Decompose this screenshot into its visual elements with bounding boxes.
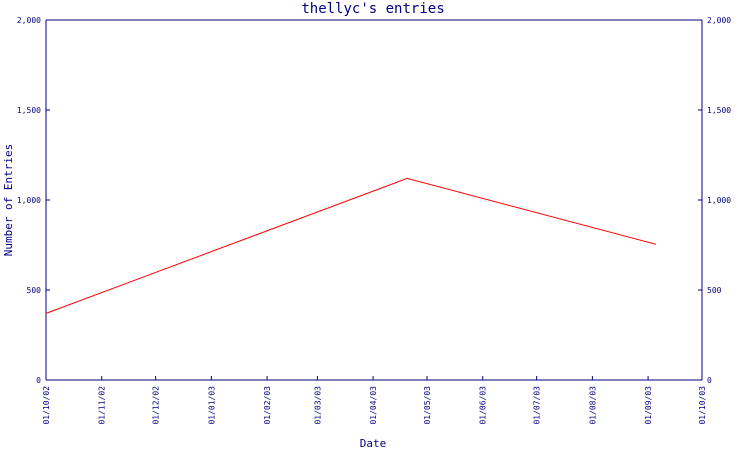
y-axis-label: Number of Entries [2,144,15,257]
x-tick-label: 01/10/02 [42,386,51,425]
x-tick-label: 01/10/03 [698,386,707,425]
y-tick-label-left: 1,000 [17,196,41,205]
x-axis-label: Date [360,437,387,450]
x-tick-label: 01/06/03 [479,386,488,425]
y-tick-label-right: 1,000 [707,196,731,205]
x-tick-label: 01/05/03 [423,386,432,425]
data-point [406,177,408,179]
x-tick-label: 01/01/03 [207,386,216,425]
plot-area: 0 0 500 500 1,000 1,000 1,500 1,500 2,000 2,000 01… [17,16,731,425]
x-tick-label: 01/04/03 [369,386,378,425]
y-tick-label-left: 500 [27,286,42,295]
x-tick-label: 01/11/02 [98,386,107,425]
x-tick-label: 01/07/03 [533,386,542,425]
y-tick-label-left: 2,000 [17,16,41,25]
data-point [45,312,47,314]
y-tick-label-left: 1,500 [17,106,41,115]
y-tick-label-right: 0 [707,376,712,385]
x-tick-label: 01/08/03 [588,386,597,425]
x-tick-label: 01/12/02 [152,386,161,425]
y-tick-label-right: 500 [707,286,722,295]
y-tick-label-left: 0 [36,376,41,385]
x-tick-label: 01/09/03 [644,386,653,425]
data-point [654,243,656,245]
series-line [45,177,656,314]
x-tick-label: 01/02/03 [263,386,272,425]
chart-title: thellyc's entries [301,1,444,17]
y-tick-label-right: 2,000 [707,16,731,25]
y-tick-label-right: 1,500 [707,106,731,115]
x-tick-label: 01/03/03 [313,386,322,425]
